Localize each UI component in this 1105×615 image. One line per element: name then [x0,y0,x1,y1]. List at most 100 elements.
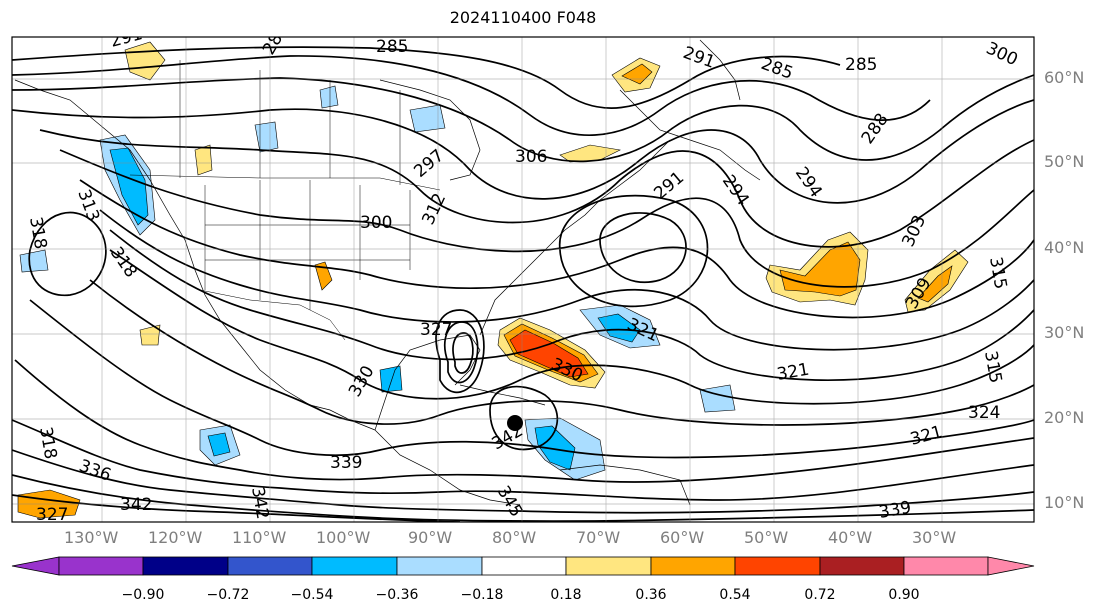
shade-yellow-west [314,261,333,291]
lon-label-60w: 60°W [660,528,705,547]
shade-lightblue-small2 [379,365,403,393]
contour-label: 339 [330,453,362,473]
contour-309 [109,229,1034,381]
contour-288 [12,55,931,137]
contour-label: 306 [515,147,547,167]
contour-300 [59,149,1034,288]
contour-high-atlantic [599,212,687,283]
contour-324 [12,419,1034,501]
lat-label-30: 30°N [1044,323,1085,342]
colorbar-tick: 0.90 [888,587,920,603]
coast-gulf [374,334,481,431]
negative-shading [19,85,736,481]
colorbar-tick: −0.90 [121,587,165,603]
lon-label-130w: 130°W [64,528,119,547]
colorbar-segment [142,556,229,576]
chart-title: 2024110400 F048 [449,8,597,27]
border-states-1 [204,180,411,310]
coastlines [14,39,761,506]
contour-label: 342 [120,495,152,515]
contour-297 [39,129,1034,248]
colorbar-segment [819,556,905,576]
colorbar-tick: −0.72 [206,587,250,603]
colorbar-segment [227,556,313,576]
shade-lightblue-canada [254,121,279,153]
colorbar-tick: 0.18 [550,587,582,603]
colorbar-tick: 0.36 [635,587,667,603]
contour-labels: 291 285 288 285 291 285 300 297 306 291 … [25,37,1021,525]
contour-321 [14,359,1034,483]
colorbar-segment [734,556,821,576]
lat-label-10: 10°N [1044,493,1085,512]
border-states-2 [205,224,410,261]
contours [12,46,1034,522]
colorbar-segment [396,556,483,576]
contour-327 [12,449,1034,514]
colorbar-tick: 0.54 [719,587,751,603]
colorbar-segment [565,556,652,576]
coast-centralamerica [374,429,521,506]
contour-label: 285 [845,55,877,75]
contour-low-gulf-3 [452,332,474,374]
contour-label: 324 [968,403,1000,423]
political-borders [129,60,441,341]
contour-low-gulf-2 [443,321,479,384]
border-canada-provinces [179,60,401,185]
colorbar-segment [311,556,398,576]
colorbar-extend-high [987,556,1035,576]
colorbar-segment [481,556,567,576]
lon-label-80w: 80°W [492,528,537,547]
border-us-canada [129,174,441,191]
contour-high-carib [489,385,559,451]
colorbar-segment [58,556,144,576]
lat-label-50: 50°N [1044,152,1085,171]
lon-label-30w: 30°W [912,528,957,547]
contour-label: 300 [360,213,392,233]
contour-low-pacific [28,211,107,297]
lat-label-20: 20°N [1044,408,1085,427]
lon-label-100w: 100°W [316,528,371,547]
colorbar-segment [650,556,736,576]
coast-southamerica [559,464,691,506]
contour-306 [99,209,1034,351]
coast-hudson [379,79,481,181]
contour-318 [29,299,1034,459]
lat-label-60: 60°N [1044,68,1085,87]
contour-330 [12,474,1034,522]
shade-lightblue-midatl [699,384,736,413]
shade-orange-east-inner [917,265,953,303]
shade-lightblue-small1 [19,249,49,273]
contour-label: 285 [376,37,408,57]
lon-label-70w: 70°W [576,528,621,547]
storm-center-marker [507,415,523,431]
contour-low-gulf [435,309,485,394]
lon-label-50w: 50°W [744,528,789,547]
colorbar-segment [903,556,989,576]
colorbar-tick: 0.72 [804,587,836,603]
lon-label-40w: 40°W [828,528,873,547]
shade-blue-caribbean [534,425,576,471]
coast-greenland [699,39,741,101]
shade-blue-atlantic [597,313,641,343]
shade-lightblue-hudson [409,104,446,133]
contour-label: 339 [877,498,912,523]
contour-312 [109,249,1034,405]
colorbar-tick: −0.36 [375,587,419,603]
border-us-mexico [199,289,346,341]
contour-315 [89,279,1034,426]
contour-303 [79,179,1034,319]
lon-label-110w: 110°W [232,528,287,547]
colorbar-tick: −0.18 [460,587,504,603]
graticule [12,37,1034,522]
colorbar-extend-low [11,556,60,576]
contour-high-atlantic-2 [559,194,709,308]
shade-blue-pacific [207,432,231,457]
contour-336 [12,494,461,522]
map-frame [11,36,1035,523]
coast-northamerica-west [14,79,376,431]
lon-label-90w: 90°W [408,528,453,547]
lon-label-120w: 120°W [148,528,203,547]
contour-label: 327 [420,320,452,340]
contour-label: 327 [36,505,68,525]
